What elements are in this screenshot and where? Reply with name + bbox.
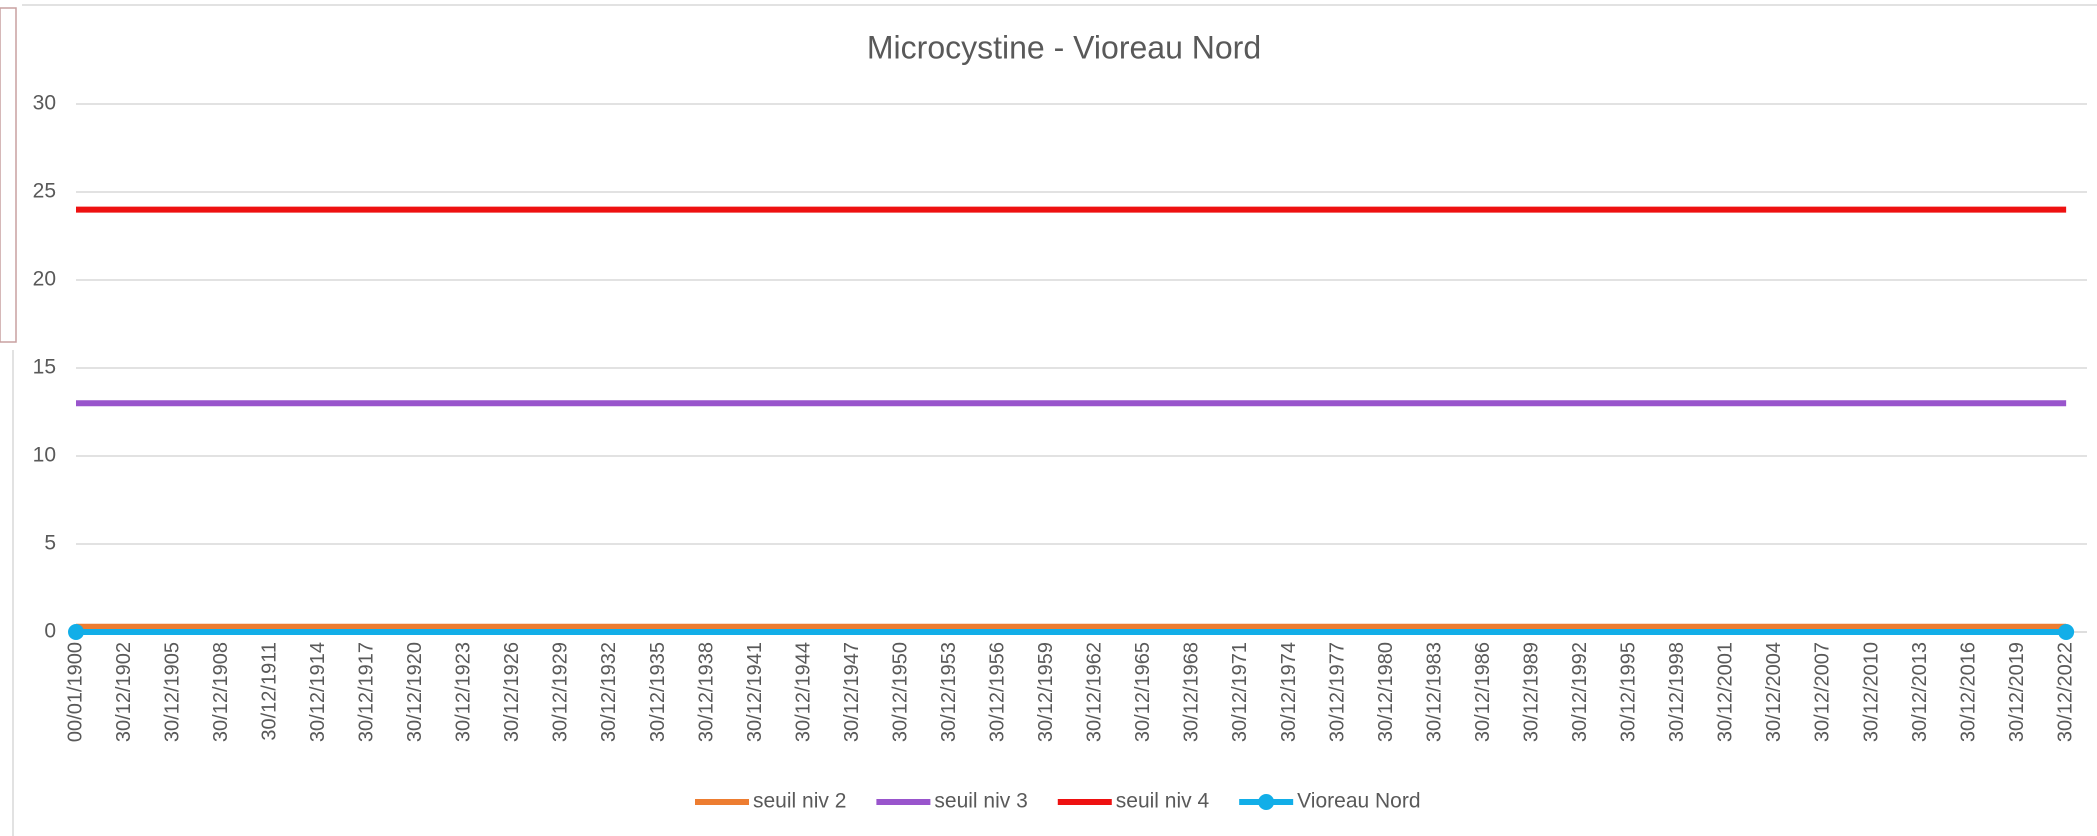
y-tick-label: 0 [44, 620, 56, 643]
side-frame [0, 7, 17, 343]
x-tick-label: 30/12/1968 [1181, 642, 1203, 742]
x-tick-label: 30/12/1980 [1375, 642, 1397, 742]
x-tick-label: 30/12/1956 [987, 642, 1009, 742]
x-tick-label: 30/12/1965 [1132, 642, 1154, 742]
x-tick-label: 30/12/1950 [889, 642, 911, 742]
y-tick-label: 25 [33, 180, 56, 203]
x-tick-label: 30/12/1914 [307, 642, 329, 742]
x-tick-label: 30/12/1938 [695, 642, 717, 742]
x-tick-label: 30/12/1947 [841, 642, 863, 742]
x-tick-label: 30/12/1902 [113, 642, 135, 742]
y-tick-label: 30 [33, 92, 56, 115]
x-tick-label: 30/12/1920 [404, 642, 426, 742]
x-tick-label: 30/12/1989 [1520, 642, 1542, 742]
x-tick-label: 30/12/1998 [1666, 642, 1688, 742]
x-tick-label: 30/12/1926 [501, 642, 523, 742]
x-tick-label: 30/12/1935 [647, 642, 669, 742]
x-tick-label: 30/12/1986 [1472, 642, 1494, 742]
legend-label: seuil niv 4 [1116, 790, 1210, 813]
x-tick-label: 30/12/1929 [550, 642, 572, 742]
x-tick-label: 30/12/2022 [2054, 642, 2076, 742]
legend: seuil niv 2 seuil niv 3 seuil niv 4 Vioreau… [695, 790, 1421, 813]
x-tick-label: 30/12/1959 [1035, 642, 1057, 742]
x-tick-label: 30/12/1941 [744, 642, 766, 742]
x-tick-label: 30/12/2001 [1715, 642, 1737, 742]
x-tick-label: 30/12/1917 [356, 642, 378, 742]
x-tick-label: 00/01/1900 [64, 642, 86, 742]
x-tick-label: 30/12/1911 [258, 642, 280, 741]
x-tick-label: 30/12/1905 [161, 642, 183, 742]
x-tick-label: 30/12/2016 [1957, 642, 1979, 742]
y-tick-label: 20 [33, 268, 56, 291]
y-tick-label: 5 [44, 532, 56, 555]
x-tick-label: 30/12/2004 [1763, 642, 1785, 742]
x-tick-label: 30/12/1995 [1618, 642, 1640, 742]
y-tick-label: 10 [33, 444, 56, 467]
legend-label: Vioreau Nord [1297, 790, 1420, 813]
x-tick-label: 30/12/1974 [1278, 642, 1300, 742]
x-tick-label: 30/12/1944 [792, 642, 814, 742]
series-marker [68, 624, 84, 640]
x-tick-label: 30/12/1992 [1569, 642, 1591, 742]
x-tick-label: 30/12/2019 [2006, 642, 2028, 742]
x-tick-label: 30/12/1923 [453, 642, 475, 742]
x-tick-label: 30/12/2007 [1812, 642, 1834, 742]
legend-label: seuil niv 2 [753, 790, 846, 813]
legend-marker [1258, 794, 1275, 810]
x-tick-label: 30/12/1953 [938, 642, 960, 742]
x-tick-label: 30/12/1977 [1326, 642, 1348, 742]
y-tick-label: 15 [33, 356, 56, 379]
x-tick-label: 30/12/2010 [1860, 642, 1882, 742]
x-tick-label: 30/12/1908 [210, 642, 232, 742]
chart-title: Microcystine - Vioreau Nord [867, 29, 1261, 65]
series-marker [2058, 624, 2075, 640]
x-tick-label: 30/12/1983 [1423, 642, 1445, 742]
x-tick-label: 30/12/1932 [598, 642, 620, 742]
x-tick-label: 30/12/2013 [1909, 642, 1931, 742]
legend-label: seuil niv 3 [934, 790, 1027, 813]
x-tick-label: 30/12/1962 [1084, 642, 1106, 742]
x-tick-label: 30/12/1971 [1229, 642, 1251, 742]
